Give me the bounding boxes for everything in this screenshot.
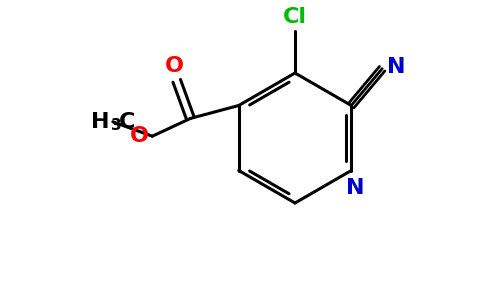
Text: C: C	[119, 112, 135, 132]
Text: O: O	[165, 56, 184, 76]
Text: O: O	[130, 126, 150, 146]
Text: H: H	[91, 112, 110, 132]
Text: 3: 3	[111, 118, 121, 133]
Text: N: N	[387, 57, 406, 77]
Text: N: N	[346, 178, 364, 199]
Text: Cl: Cl	[283, 7, 307, 27]
